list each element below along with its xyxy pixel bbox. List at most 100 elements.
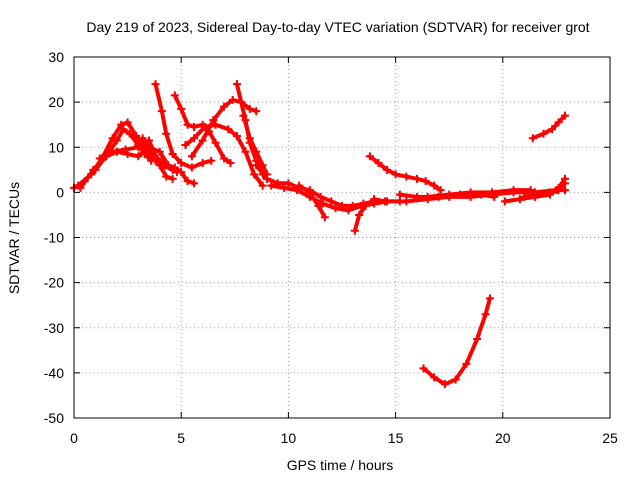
data-point xyxy=(147,147,156,156)
data-point xyxy=(157,107,166,116)
data-point xyxy=(391,170,400,179)
data-point xyxy=(554,118,563,127)
series-arc-09 xyxy=(187,95,261,161)
series-arc-14 xyxy=(295,181,329,222)
y-tick-label: 30 xyxy=(48,49,64,65)
data-point xyxy=(198,136,207,145)
data-point xyxy=(95,154,104,163)
data-point xyxy=(183,120,192,129)
data-point xyxy=(211,138,220,147)
data-point xyxy=(445,190,454,199)
data-point xyxy=(262,174,271,183)
series-arc-07 xyxy=(170,91,235,168)
data-point xyxy=(134,143,143,152)
series-arc-18 xyxy=(423,186,535,201)
x-tick-label: 25 xyxy=(602,430,618,446)
y-axis-ticks: -50 -40 -30 -20 -10 0 10 20 30 xyxy=(44,49,610,426)
data-point xyxy=(76,183,85,192)
y-tick-label: -50 xyxy=(44,410,64,426)
data-point xyxy=(162,161,171,170)
data-point xyxy=(252,147,261,156)
data-point xyxy=(190,122,199,131)
data-point xyxy=(402,172,411,181)
x-axis-label: GPS time / hours xyxy=(287,457,394,473)
data-point xyxy=(183,177,192,186)
data-point xyxy=(423,192,432,201)
data-point xyxy=(490,192,499,201)
data-point xyxy=(533,190,542,199)
data-point xyxy=(500,197,509,206)
data-point xyxy=(548,125,557,134)
data-point xyxy=(237,98,246,107)
series-line xyxy=(140,136,197,186)
data-point xyxy=(252,161,261,170)
data-point xyxy=(258,181,267,190)
x-tick-label: 10 xyxy=(281,430,297,446)
data-point xyxy=(413,192,422,201)
x-tick-label: 20 xyxy=(495,430,511,446)
data-point xyxy=(245,104,254,113)
data-point xyxy=(200,122,209,131)
data-point xyxy=(344,206,353,215)
data-point xyxy=(121,145,130,154)
series-line xyxy=(78,145,179,190)
data-point xyxy=(421,177,430,186)
series-line xyxy=(297,183,327,220)
data-point xyxy=(267,181,276,190)
data-point xyxy=(383,165,392,174)
series-arc-19 xyxy=(419,294,494,389)
data-point xyxy=(187,163,196,172)
data-point xyxy=(350,226,359,235)
data-point xyxy=(554,186,563,195)
series-arc-22 xyxy=(528,111,569,143)
data-point xyxy=(430,181,439,190)
data-point xyxy=(239,111,248,120)
data-point xyxy=(545,188,554,197)
data-point xyxy=(560,179,569,188)
data-point xyxy=(520,192,529,201)
series-line xyxy=(189,97,259,159)
data-point xyxy=(190,179,199,188)
data-point xyxy=(292,186,301,195)
data-point xyxy=(481,310,490,319)
series-arc-05 xyxy=(151,80,216,172)
data-point xyxy=(528,134,537,143)
data-point xyxy=(440,380,449,389)
y-tick-label: -30 xyxy=(44,320,64,336)
x-tick-label: 15 xyxy=(388,430,404,446)
data-point xyxy=(108,134,117,143)
data-point xyxy=(162,172,171,181)
y-tick-label: -40 xyxy=(44,365,64,381)
data-point xyxy=(250,170,259,179)
data-point xyxy=(168,150,177,159)
data-point xyxy=(355,210,364,219)
data-point xyxy=(284,179,293,188)
data-point xyxy=(232,131,241,140)
data-point xyxy=(226,159,235,168)
data-point xyxy=(374,159,383,168)
data-point xyxy=(207,156,216,165)
data-point xyxy=(526,186,535,195)
y-tick-label: -20 xyxy=(44,275,64,291)
data-point xyxy=(305,188,314,197)
data-point xyxy=(395,190,404,199)
data-point xyxy=(190,134,199,143)
data-point xyxy=(177,159,186,168)
data-series xyxy=(70,80,569,389)
data-point xyxy=(436,186,445,195)
data-point xyxy=(123,150,132,159)
data-point xyxy=(515,195,524,204)
series-arc-21 xyxy=(520,179,569,201)
data-point xyxy=(509,186,518,195)
data-point xyxy=(134,152,143,161)
data-point xyxy=(162,129,171,138)
data-point xyxy=(155,147,164,156)
grid xyxy=(74,57,610,418)
data-point xyxy=(177,104,186,113)
data-point xyxy=(539,129,548,138)
data-point xyxy=(451,375,460,384)
data-point xyxy=(232,80,241,89)
data-point xyxy=(123,118,132,127)
data-point xyxy=(318,199,327,208)
data-point xyxy=(220,154,229,163)
